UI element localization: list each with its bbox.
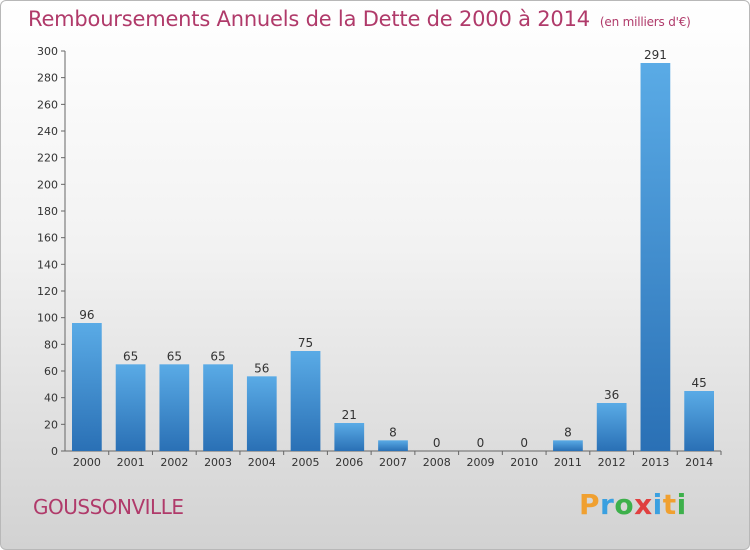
data-label-2006: 21 xyxy=(342,408,357,422)
logo-letter: x xyxy=(634,488,653,521)
x-tick-label: 2014 xyxy=(685,456,713,469)
x-tick-label: 2002 xyxy=(160,456,188,469)
y-axis: 0 20 40 60 80 100 120 140 160 180 200 220 240 260 280 3… xyxy=(37,45,66,458)
data-label-2005: 75 xyxy=(298,336,313,350)
bar-2003 xyxy=(203,364,233,451)
chart-subtitle: (en milliers d'€) xyxy=(599,15,691,29)
data-label-2012: 36 xyxy=(604,388,619,402)
y-tick-label: 200 xyxy=(37,178,58,191)
y-tick-label: 100 xyxy=(37,312,58,325)
bar-2000 xyxy=(71,323,102,451)
x-tick-label: 2011 xyxy=(554,456,582,469)
x-tick-label: 2004 xyxy=(248,456,276,469)
bars xyxy=(71,63,715,451)
data-label-2004: 56 xyxy=(254,361,269,375)
data-label-2000: 96 xyxy=(79,308,94,322)
x-tick-label: 2007 xyxy=(379,456,407,469)
y-tick-label: 140 xyxy=(37,258,58,271)
logo-letter: i xyxy=(676,488,687,521)
data-label-2009: 0 xyxy=(477,436,485,450)
y-tick-label: 0 xyxy=(51,445,58,458)
data-label-2013: 291 xyxy=(644,48,667,62)
x-tick-label: 2009 xyxy=(466,456,494,469)
data-labels: 96 65 65 65 56 75 21 8 0 0 0 8 36 291 45 xyxy=(79,48,707,450)
data-label-2002: 65 xyxy=(167,349,182,363)
x-tick-label: 2006 xyxy=(335,456,363,469)
x-tick-label: 2005 xyxy=(292,456,320,469)
logo-letter: r xyxy=(600,488,615,521)
y-tick-label: 80 xyxy=(44,338,58,351)
logo-letter: o xyxy=(614,488,635,521)
data-label-2011: 8 xyxy=(564,425,572,439)
y-tick-label: 260 xyxy=(37,98,58,111)
data-label-2008: 0 xyxy=(433,436,441,450)
y-tick-label: 60 xyxy=(44,365,58,378)
y-tick-label: 40 xyxy=(44,392,58,405)
x-tick-label: 2003 xyxy=(204,456,232,469)
bar-2002 xyxy=(159,364,190,451)
logo-letter: P xyxy=(579,488,601,521)
x-axis: 2000 2001 2002 2003 2004 2005 2006 2007 2008 2009… xyxy=(65,450,722,469)
bar-2014 xyxy=(684,391,715,451)
y-tick-label: 120 xyxy=(37,285,58,298)
y-tick-label: 300 xyxy=(37,45,58,58)
x-tick-label: 2012 xyxy=(598,456,626,469)
y-tick-label: 280 xyxy=(37,72,58,85)
y-tick-label: 160 xyxy=(37,232,58,245)
y-tick-label: 180 xyxy=(37,205,58,218)
data-label-2014: 45 xyxy=(691,376,706,390)
data-label-2007: 8 xyxy=(389,425,397,439)
chart-title: Remboursements Annuels de la Dette de 20… xyxy=(28,7,691,31)
logo-letter: t xyxy=(662,488,677,521)
x-tick-label: 2010 xyxy=(510,456,538,469)
y-tick-label: 20 xyxy=(44,418,58,431)
y-tick-label: 220 xyxy=(37,152,58,165)
data-label-2010: 0 xyxy=(520,436,528,450)
bar-2011 xyxy=(553,440,583,451)
logo-letter: i xyxy=(652,488,663,521)
x-tick-label: 2001 xyxy=(117,456,145,469)
data-label-2003: 65 xyxy=(210,349,225,363)
bar-2001 xyxy=(115,364,146,451)
x-tick-label: 2008 xyxy=(423,456,451,469)
x-tick-label: 2000 xyxy=(73,456,101,469)
bar-2012 xyxy=(596,403,627,451)
data-label-2001: 65 xyxy=(123,349,138,363)
bar-2007 xyxy=(378,440,408,451)
bar-2006 xyxy=(334,423,365,451)
proxiti-logo[interactable]: Proxiti xyxy=(579,488,687,521)
bar-2005 xyxy=(290,351,321,451)
x-tick-label: 2013 xyxy=(641,456,669,469)
chart-title-text: Remboursements Annuels de la Dette de 20… xyxy=(28,7,590,31)
y-tick-label: 240 xyxy=(37,125,58,138)
commune-name: GOUSSONVILLE xyxy=(33,495,184,519)
bar-2013 xyxy=(640,63,671,451)
bar-2004 xyxy=(246,376,277,451)
